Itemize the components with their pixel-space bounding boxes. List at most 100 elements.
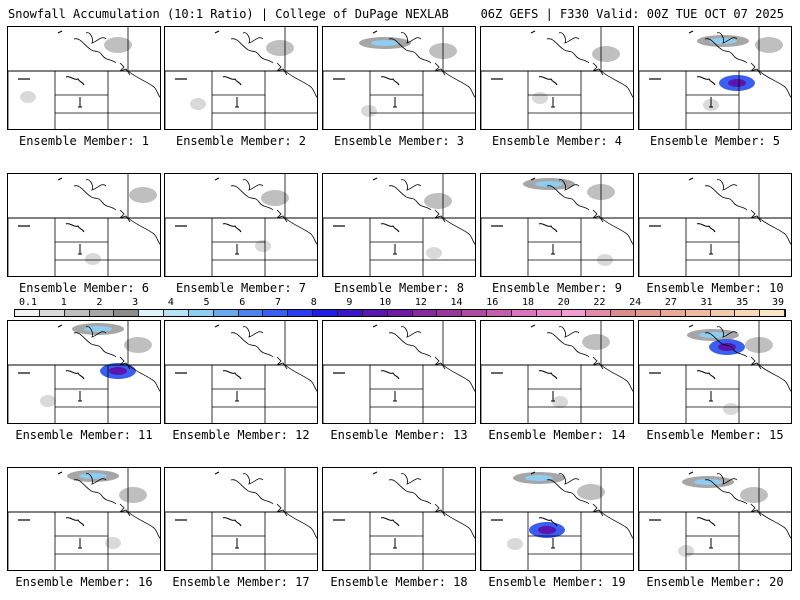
ensemble-member-map <box>164 26 318 130</box>
colorbar-swatch <box>462 310 488 316</box>
colorbar-swatch <box>412 310 438 316</box>
member-map-drawing <box>165 27 317 129</box>
ensemble-member-label: Ensemble Member: 14 <box>488 428 626 442</box>
member-map-drawing <box>8 174 160 276</box>
ensemble-member-map <box>7 26 161 130</box>
colorbar-swatch <box>15 310 40 316</box>
model-run-info: 06Z GEFS | F330 Valid: 00Z TUE OCT 07 20… <box>480 7 784 21</box>
colorbar-tick-label: 14 <box>450 297 463 308</box>
ensemble-member-label: Ensemble Member: 2 <box>175 134 307 148</box>
member-map-drawing <box>639 321 791 423</box>
colorbar-swatch <box>735 310 761 316</box>
colorbar-swatch <box>188 310 214 316</box>
colorbar-tick-label: 27 <box>664 297 677 308</box>
ensemble-member-map <box>322 173 476 277</box>
colorbar-swatch <box>238 310 264 316</box>
colorbar-swatch <box>39 310 65 316</box>
ensemble-member-label: Ensemble Member: 15 <box>646 428 784 442</box>
ensemble-member-map <box>164 467 318 571</box>
colorbar-swatch <box>660 310 686 316</box>
ensemble-member-label: Ensemble Member: 12 <box>172 428 310 442</box>
colorbar-tick-label: 3 <box>132 297 139 308</box>
colorbar-swatch <box>760 310 786 316</box>
colorbar-tick-label: 24 <box>629 297 642 308</box>
colorbar-swatch <box>387 310 413 316</box>
ensemble-member-map <box>480 173 634 277</box>
colorbar-swatch <box>636 310 661 316</box>
member-map-drawing <box>639 174 791 276</box>
member-map-drawing <box>323 468 475 570</box>
member-map-drawing <box>8 321 160 423</box>
ensemble-member-label: Ensemble Member: 1 <box>18 134 150 148</box>
member-map-drawing <box>481 321 633 423</box>
colorbar-swatch <box>561 310 587 316</box>
ensemble-member-map <box>164 320 318 424</box>
member-map-drawing <box>165 321 317 423</box>
colorbar-swatch <box>710 310 736 316</box>
member-map-drawing <box>481 27 633 129</box>
ensemble-member-label: Ensemble Member: 17 <box>172 575 310 589</box>
colorbar-swatch <box>536 310 562 316</box>
ensemble-member-label: Ensemble Member: 20 <box>646 575 784 589</box>
member-map-drawing <box>323 174 475 276</box>
colorbar-swatch <box>487 310 512 316</box>
colorbar-tick-label: 31 <box>700 297 713 308</box>
ensemble-member-label: Ensemble Member: 3 <box>333 134 465 148</box>
colorbar-swatch <box>437 310 463 316</box>
ensemble-member-label: Ensemble Member: 13 <box>330 428 468 442</box>
ensemble-member-label: Ensemble Member: 18 <box>330 575 468 589</box>
colorbar-tick-label: 20 <box>557 297 570 308</box>
ensemble-member-label: Ensemble Member: 8 <box>333 281 465 295</box>
colorbar-swatch <box>263 310 289 316</box>
ensemble-member-map <box>322 320 476 424</box>
ensemble-member-label: Ensemble Member: 4 <box>491 134 623 148</box>
ensemble-member-map <box>480 26 634 130</box>
colorbar-swatch <box>89 310 115 316</box>
colorbar-tick-label: 9 <box>346 297 353 308</box>
member-map-drawing <box>639 27 791 129</box>
ensemble-member-label: Ensemble Member: 9 <box>491 281 623 295</box>
ensemble-member-label: Ensemble Member: 19 <box>488 575 626 589</box>
colorbar-tick-label: 0.1 <box>18 297 38 308</box>
ensemble-member-label: Ensemble Member: 16 <box>15 575 153 589</box>
ensemble-member-map <box>7 173 161 277</box>
colorbar-swatch <box>586 310 612 316</box>
member-map-drawing <box>323 321 475 423</box>
colorbar-tick-label: 6 <box>239 297 246 308</box>
colorbar-tick-label: 39 <box>771 297 785 308</box>
colorbar-tick-label: 35 <box>736 297 749 308</box>
colorbar-swatch <box>139 310 165 316</box>
colorbar-tick-label: 10 <box>379 297 392 308</box>
member-map-drawing <box>165 468 317 570</box>
ensemble-member-map <box>638 26 792 130</box>
ensemble-member-label: Ensemble Member: 10 <box>646 281 784 295</box>
member-map-drawing <box>8 468 160 570</box>
colorbar-swatch <box>64 310 90 316</box>
ensemble-member-map <box>638 320 792 424</box>
colorbar-swatch <box>611 310 637 316</box>
map-title: Snowfall Accumulation (10:1 Ratio) | Col… <box>8 7 449 21</box>
ensemble-member-label: Ensemble Member: 7 <box>175 281 307 295</box>
ensemble-member-map <box>7 320 161 424</box>
member-map-drawing <box>165 174 317 276</box>
ensemble-member-map <box>322 26 476 130</box>
colorbar-swatch <box>213 310 239 316</box>
colorbar-swatch <box>313 310 338 316</box>
colorbar-swatch <box>362 310 388 316</box>
ensemble-member-label: Ensemble Member: 5 <box>649 134 781 148</box>
colorbar-tick-label: 1 <box>60 297 67 308</box>
member-map-drawing <box>481 468 633 570</box>
colorbar-tick-label: 2 <box>96 297 103 308</box>
colorbar-tick-label: 4 <box>167 297 174 308</box>
member-map-drawing <box>481 174 633 276</box>
colorbar-tick-label: 12 <box>414 297 427 308</box>
ensemble-member-map <box>480 320 634 424</box>
colorbar-swatch <box>164 310 189 316</box>
colorbar-swatch <box>337 310 363 316</box>
member-map-drawing <box>323 27 475 129</box>
colorbar-tick-label: 16 <box>486 297 499 308</box>
ensemble-member-label: Ensemble Member: 11 <box>15 428 153 442</box>
ensemble-member-map <box>322 467 476 571</box>
member-map-drawing <box>639 468 791 570</box>
ensemble-member-map <box>164 173 318 277</box>
